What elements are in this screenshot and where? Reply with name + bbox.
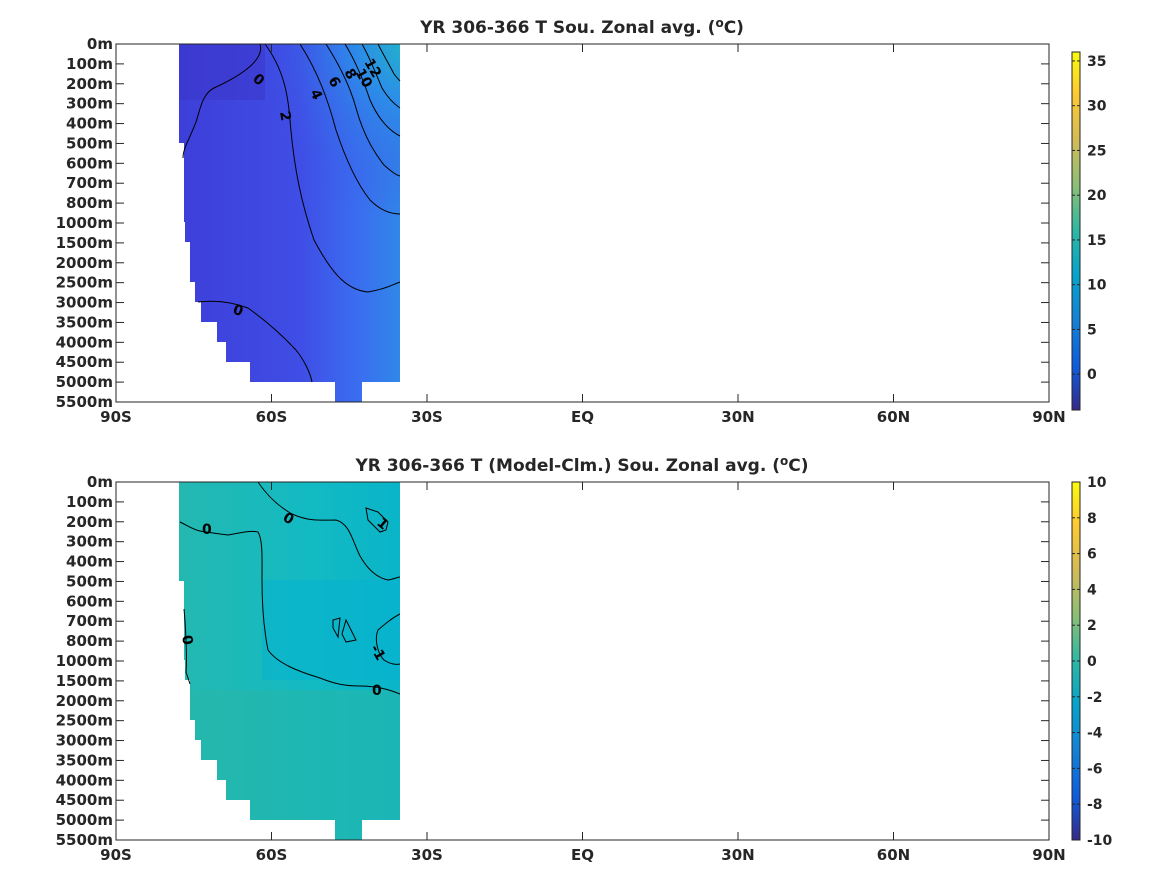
colorbar-tick-label: -10 (1087, 833, 1113, 849)
y-tick-label: 1000m (56, 214, 113, 232)
y-tick-label: 700m (66, 612, 113, 630)
x-tick-label: EQ (571, 408, 594, 426)
y-tick-label: 500m (66, 134, 113, 152)
y-tick-label: 200m (66, 75, 113, 93)
y-tick-label: 1000m (56, 652, 113, 670)
colorbar-tick-label: -6 (1087, 761, 1103, 777)
y-tick-label: 3500m (56, 313, 113, 331)
panel-2-contour-label: -1 (367, 642, 389, 663)
panel-1-x-axis: 90S 60S 30S EQ 30N 60N 90N (100, 44, 1066, 426)
colorbar-tick-label: 2 (1087, 618, 1097, 634)
panel-1-contours: 0 2 4 6 8 10 12 0 (182, 43, 401, 383)
y-tick-label: 2500m (56, 712, 113, 730)
colorbar-tick-label: 10 (1087, 475, 1107, 491)
y-tick-label: 3000m (56, 732, 113, 750)
colorbar-tick-label: 30 (1087, 99, 1107, 115)
y-tick-label: 2000m (56, 692, 113, 710)
colorbar-tick-label: 0 (1087, 367, 1097, 383)
y-tick-label: 0m (87, 35, 113, 53)
x-tick-label: EQ (571, 846, 594, 864)
y-tick-label: 4500m (56, 791, 113, 809)
panel-1-contour-label: 2 (276, 110, 293, 122)
colorbar-tick-label: 6 (1087, 547, 1097, 563)
y-tick-label: 4500m (56, 353, 113, 371)
x-tick-label: 90N (1032, 846, 1065, 864)
colorbar-tick-label: 25 (1087, 143, 1106, 159)
y-tick-label: 5000m (56, 811, 113, 829)
panel-1-colorbar (1072, 52, 1080, 410)
colorbar-tick-label: 0 (1087, 654, 1097, 670)
y-tick-label: 800m (66, 194, 113, 212)
x-tick-label: 60N (877, 846, 910, 864)
panel-1-field (179, 44, 400, 402)
y-tick-label: 600m (66, 592, 113, 610)
panel-2: YR 306-366 T (Model-Clm.) Sou. Zonal avg… (56, 454, 1113, 864)
colorbar-tick-label: 35 (1087, 54, 1106, 70)
x-tick-label: 60S (256, 408, 288, 426)
panel-2-x-axis: 90S 60S 30S EQ 30N 60N 90N (100, 482, 1066, 864)
panel-1: YR 306-366 T Sou. Zonal avg. (oC) 0 2 4 … (56, 16, 1107, 426)
y-tick-label: 3500m (56, 751, 113, 769)
x-tick-label: 60N (877, 408, 910, 426)
colorbar-tick-label: 8 (1087, 511, 1097, 527)
panel-1-title: YR 306-366 T Sou. Zonal avg. (oC) (419, 16, 744, 38)
x-tick-label: 30N (721, 846, 754, 864)
colorbar-tick-label: 10 (1087, 278, 1107, 294)
y-tick-label: 600m (66, 154, 113, 172)
colorbar-tick-label: 4 (1087, 582, 1097, 598)
y-tick-label: 1500m (56, 234, 113, 252)
panel-2-contour-label: 0 (178, 634, 195, 647)
colorbar-tick-label: -2 (1087, 690, 1103, 706)
y-tick-label: 5500m (56, 831, 113, 849)
y-tick-label: 1500m (56, 672, 113, 690)
x-tick-label: 60S (256, 846, 288, 864)
y-tick-label: 100m (66, 493, 113, 511)
y-tick-label: 0m (87, 473, 113, 491)
panel-2-contour-label: 0 (372, 683, 382, 699)
y-tick-label: 3000m (56, 294, 113, 312)
y-tick-label: 200m (66, 513, 113, 531)
x-tick-label: 30N (721, 408, 754, 426)
y-tick-label: 4000m (56, 771, 113, 789)
panel-2-title: YR 306-366 T (Model-Clm.) Sou. Zonal avg… (355, 454, 809, 476)
y-tick-label: 400m (66, 553, 113, 571)
y-tick-label: 2000m (56, 254, 113, 272)
y-tick-label: 300m (66, 533, 113, 551)
y-tick-label: 400m (66, 115, 113, 133)
x-tick-label: 90S (100, 846, 132, 864)
y-tick-label: 100m (66, 55, 113, 73)
colorbar-tick-label: 15 (1087, 233, 1106, 249)
panel-2-contour-label: 0 (202, 522, 212, 538)
colorbar-tick-label: -4 (1087, 726, 1103, 742)
colorbar-tick-label: 20 (1087, 188, 1107, 204)
panel-1-colorbar-ticks: 0 5 10 15 20 25 30 35 (1072, 54, 1107, 383)
panel-2-colorbar (1072, 482, 1080, 840)
y-tick-label: 300m (66, 95, 113, 113)
x-tick-label: 90S (100, 408, 132, 426)
y-tick-label: 5500m (56, 393, 113, 411)
x-tick-label: 30S (411, 846, 443, 864)
y-tick-label: 2500m (56, 274, 113, 292)
y-tick-label: 5000m (56, 373, 113, 391)
x-tick-label: 30S (411, 408, 443, 426)
x-tick-label: 90N (1032, 408, 1065, 426)
y-tick-label: 800m (66, 632, 113, 650)
y-tick-label: 4000m (56, 333, 113, 351)
panel-1-colorbar-frame (1071, 51, 1081, 411)
y-tick-label: 500m (66, 572, 113, 590)
colorbar-tick-label: -8 (1087, 797, 1103, 813)
colorbar-tick-label: 5 (1087, 322, 1097, 338)
y-tick-label: 700m (66, 174, 113, 192)
panel-2-colorbar-ticks: 10 8 6 4 2 0 -2 -4 -6 -8 -10 (1072, 475, 1113, 849)
